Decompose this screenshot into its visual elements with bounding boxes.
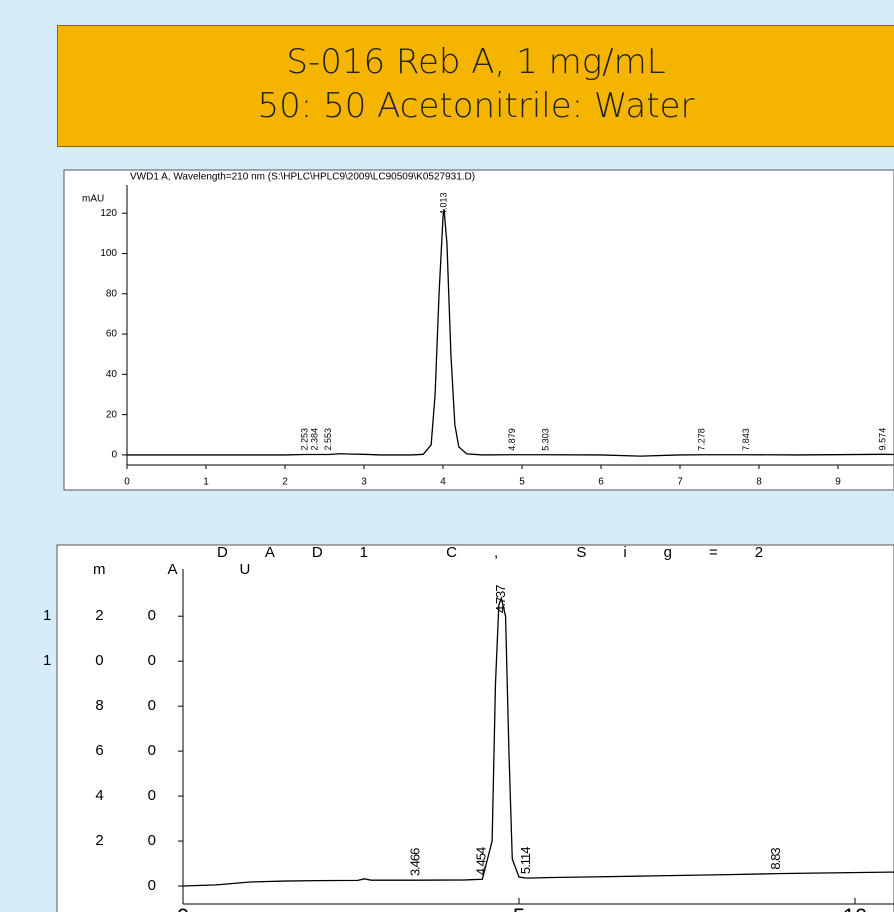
peak-label: 4.879: [507, 428, 517, 451]
y-tick-label: 40: [106, 369, 118, 380]
title-banner: S-016 Reb A, 1 mg/mL 50: 50 Acetonitrile…: [57, 25, 894, 147]
x-tick-label: 5: [519, 477, 525, 488]
y-tick-label: 60: [106, 329, 118, 340]
y-axis-label: mAU: [82, 194, 104, 205]
peak-label: 7.843: [741, 428, 751, 451]
y-tick-label: 120: [100, 208, 117, 219]
y-tick-label: 20: [95, 832, 200, 849]
peak-label: 2.384: [310, 428, 320, 451]
x-tick-label: 9: [835, 477, 841, 488]
chart-frame: [56, 544, 894, 912]
x-tick-label: 1: [203, 477, 209, 488]
chart-title: VWD1 A, Wavelength=210 nm (S:\HPLC\HPLC9…: [130, 172, 475, 183]
peak-label: 4.013: [438, 192, 448, 215]
peak-label: 2.553: [323, 428, 333, 451]
peak-label: 2.253: [299, 428, 309, 451]
y-tick-label: 100: [43, 652, 200, 669]
chromatogram: VWD1 A, Wavelength=210 nm (S:\HPLC\HPLC9…: [63, 169, 894, 491]
y-tick-label: 40: [95, 787, 200, 804]
y-tick-label: 100: [100, 248, 117, 259]
peak-label: 9.574: [878, 428, 888, 451]
trace: [127, 209, 894, 457]
chart-title: DAD1 C, Sig=2: [217, 544, 800, 561]
peak-label: 7.278: [696, 428, 706, 451]
y-tick-label: 60: [95, 742, 200, 759]
peak-label: 5.303: [540, 428, 550, 451]
y-tick-label: 0: [111, 450, 117, 461]
x-tick-label: 0: [124, 477, 130, 488]
x-tick-label: 3: [361, 477, 367, 488]
banner-line: 50: 50 Acetonitrile: Water: [257, 86, 695, 126]
x-tick-label: 0: [177, 904, 189, 912]
peak-label: 4.454: [474, 847, 489, 875]
y-tick-label: 20: [106, 409, 118, 420]
peak-label: 8.83: [768, 848, 783, 870]
x-tick-label: 10: [843, 904, 867, 912]
trace: [182, 595, 894, 887]
x-tick-label: 7: [677, 477, 683, 488]
y-axis-label: mAU: [93, 561, 312, 578]
peak-label: 3.466: [407, 848, 422, 876]
x-tick-label: 5: [513, 904, 525, 912]
peak-label: 5.114: [518, 847, 533, 874]
peak-label: 4.737: [493, 585, 508, 613]
x-tick-label: 4: [440, 477, 446, 488]
x-tick-label: 8: [756, 477, 762, 488]
chart-frame: [63, 169, 894, 491]
y-tick-label: 0: [148, 877, 200, 894]
x-tick-label: 2: [282, 477, 288, 488]
x-tick-label: 6: [598, 477, 604, 488]
y-tick-label: 80: [106, 288, 118, 299]
banner-line: S-016 Reb A, 1 mg/mL: [286, 42, 666, 82]
y-tick-label: 120: [43, 607, 200, 624]
y-tick-label: 80: [95, 697, 200, 714]
